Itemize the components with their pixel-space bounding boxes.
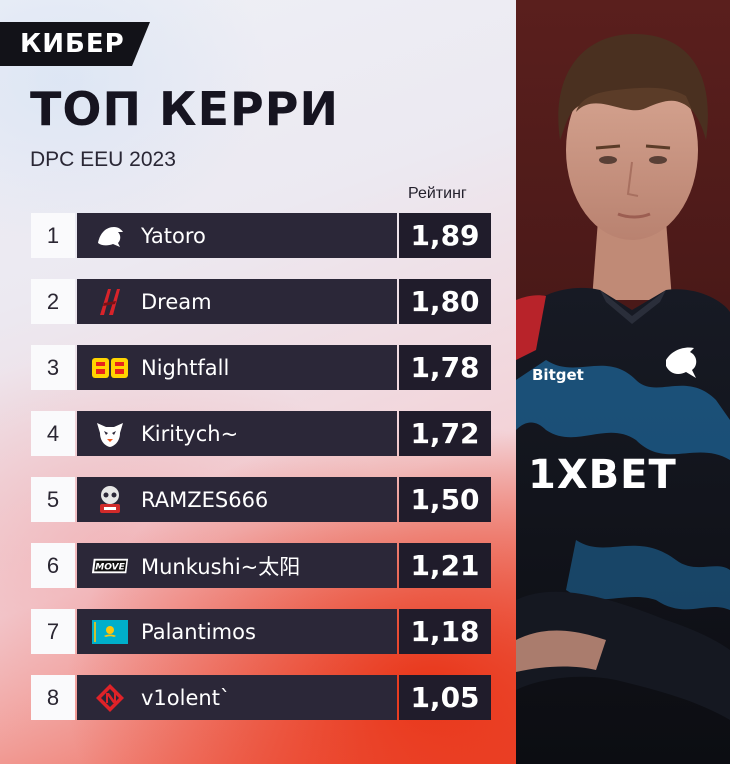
rank-cell: 6	[31, 543, 75, 588]
player-name: RAMZES666	[141, 487, 269, 512]
rating-cell: 1,78	[399, 345, 491, 390]
player-cell: Yatoro	[77, 213, 397, 258]
virtus-pro-icon	[91, 419, 129, 449]
page-title: ТОП КЕРРИ	[30, 82, 339, 136]
player-cell: MOVE Munkushi~太阳	[77, 543, 397, 588]
rating-cell: 1,80	[399, 279, 491, 324]
player-name: Kiritych~	[141, 421, 239, 446]
player-name: Munkushi~太阳	[141, 554, 301, 579]
jersey-sponsor-text: 1XBET	[528, 452, 677, 498]
player-cell: Kiritych~	[77, 411, 397, 456]
ranking-row: 5 RAMZES666 1,50	[31, 477, 491, 522]
ranking-row: 7 Palantimos 1,18	[31, 609, 491, 654]
player-name: v1olent`	[141, 685, 231, 710]
rank-cell: 3	[31, 345, 75, 390]
rating-cell: 1,21	[399, 543, 491, 588]
ranking-row: 6 MOVE Munkushi~太阳 1,21	[31, 543, 491, 588]
player-name: Palantimos	[141, 619, 256, 644]
rating-column-header: Рейтинг	[408, 185, 467, 202]
ranking-row: 1 Yatoro 1,89	[31, 213, 491, 258]
svg-text:MOVE: MOVE	[95, 562, 125, 572]
rank-cell: 5	[31, 477, 75, 522]
rating-cell: 1,18	[399, 609, 491, 654]
page-subtitle: DPC EEU 2023	[30, 148, 176, 171]
rating-cell: 1,05	[399, 675, 491, 720]
ranking-row: 8 v1olent` 1,05	[31, 675, 491, 720]
player-cell: RAMZES666	[77, 477, 397, 522]
logo-text: КИБЕР	[20, 29, 125, 59]
ranking-row: 3 Nightfall 1,78	[31, 345, 491, 390]
ranking-row: 2 Dream 1,80	[31, 279, 491, 324]
player-cell: Dream	[77, 279, 397, 324]
rating-cell: 1,72	[399, 411, 491, 456]
kazakhstan-flag-icon	[91, 617, 129, 647]
rating-cell: 1,89	[399, 213, 491, 258]
player-photo: Bitget 1XBET	[516, 0, 730, 764]
9pandas-icon	[91, 485, 129, 515]
rank-cell: 1	[31, 213, 75, 258]
player-cell: v1olent`	[77, 675, 397, 720]
rank-cell: 7	[31, 609, 75, 654]
move-icon: MOVE	[91, 551, 129, 581]
rank-cell: 2	[31, 279, 75, 324]
betboom-icon	[91, 353, 129, 383]
ranking-row: 4 Kiritych~ 1,72	[31, 411, 491, 456]
rating-cell: 1,50	[399, 477, 491, 522]
player-cell: Nightfall	[77, 345, 397, 390]
rank-cell: 8	[31, 675, 75, 720]
nemiga-icon	[91, 683, 129, 713]
jersey-brand-text: Bitget	[532, 366, 584, 384]
player-name: Yatoro	[141, 223, 206, 248]
team-spirit-icon	[91, 221, 129, 251]
player-cell: Palantimos	[77, 609, 397, 654]
team-dream-icon	[91, 287, 129, 317]
kiber-logo: КИБЕР	[0, 22, 150, 66]
rank-cell: 4	[31, 411, 75, 456]
player-name: Dream	[141, 289, 212, 314]
player-name: Nightfall	[141, 355, 230, 380]
